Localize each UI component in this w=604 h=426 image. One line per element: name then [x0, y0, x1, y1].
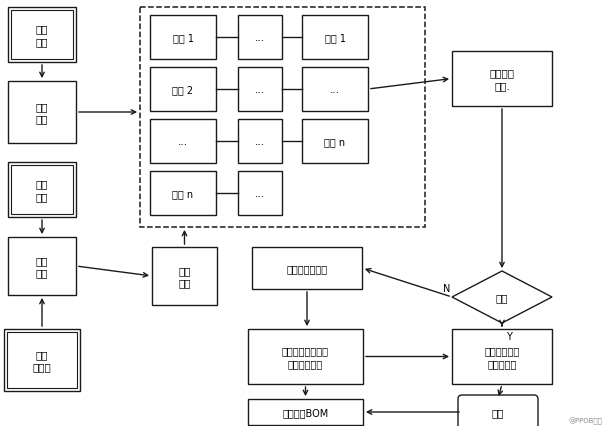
FancyBboxPatch shape — [458, 395, 538, 426]
Text: 部件 n: 部件 n — [324, 137, 345, 147]
Text: 结束: 结束 — [492, 407, 504, 417]
Bar — [302, 120, 368, 164]
Text: @PPOB博客: @PPOB博客 — [568, 417, 602, 424]
Text: 生成新的BOM: 生成新的BOM — [283, 407, 329, 417]
Bar — [4, 329, 80, 391]
Text: 机构 2: 机构 2 — [172, 85, 193, 95]
Text: 机构 1: 机构 1 — [173, 33, 193, 43]
Text: ...: ... — [255, 189, 265, 199]
Text: 用户
需求: 用户 需求 — [36, 179, 48, 201]
Bar — [150, 172, 216, 216]
Text: ...: ... — [330, 85, 340, 95]
Bar — [302, 16, 368, 60]
Bar — [238, 120, 282, 164]
Text: ...: ... — [255, 137, 265, 147]
Text: 搜索零部
件库.: 搜索零部 件库. — [489, 68, 515, 90]
Bar — [150, 68, 216, 112]
Bar — [248, 399, 363, 425]
Bar — [150, 120, 216, 164]
Text: 重新设计零部件: 重新设计零部件 — [286, 263, 327, 273]
Bar — [238, 68, 282, 112]
Text: 配置
规则库: 配置 规则库 — [33, 349, 51, 371]
Text: ...: ... — [255, 33, 265, 43]
Text: ...: ... — [255, 85, 265, 95]
Bar — [238, 172, 282, 216]
Text: 成功: 成功 — [496, 292, 508, 302]
Text: N: N — [443, 283, 450, 294]
Text: 机构 n: 机构 n — [172, 189, 193, 199]
Bar — [452, 329, 552, 384]
Bar — [11, 166, 73, 215]
Bar — [8, 237, 76, 295]
Text: 存储该零部件及信
息到零部件库: 存储该零部件及信 息到零部件库 — [282, 345, 329, 368]
Polygon shape — [452, 271, 552, 323]
Bar — [8, 163, 76, 218]
Text: 配置
条件: 配置 条件 — [178, 265, 191, 288]
Bar — [248, 329, 363, 384]
Text: 存储该零部件
到具体结构: 存储该零部件 到具体结构 — [484, 345, 519, 368]
Bar — [238, 16, 282, 60]
Text: Y: Y — [506, 331, 512, 341]
Bar — [140, 8, 425, 227]
Bar — [252, 248, 362, 289]
Bar — [452, 52, 552, 107]
Bar — [11, 11, 73, 60]
Text: 需求
产品: 需求 产品 — [36, 24, 48, 46]
Bar — [302, 68, 368, 112]
Bar — [8, 8, 76, 63]
Text: 部件 1: 部件 1 — [324, 33, 345, 43]
Bar — [8, 82, 76, 144]
Bar — [152, 248, 217, 305]
Text: 功能
分解: 功能 分解 — [36, 101, 48, 124]
Bar — [7, 332, 77, 388]
Bar — [150, 16, 216, 60]
Text: 配置
规则: 配置 规则 — [36, 255, 48, 278]
Text: ...: ... — [178, 137, 188, 147]
